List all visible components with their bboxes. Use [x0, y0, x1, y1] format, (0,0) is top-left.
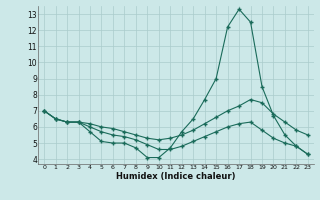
- X-axis label: Humidex (Indice chaleur): Humidex (Indice chaleur): [116, 172, 236, 181]
